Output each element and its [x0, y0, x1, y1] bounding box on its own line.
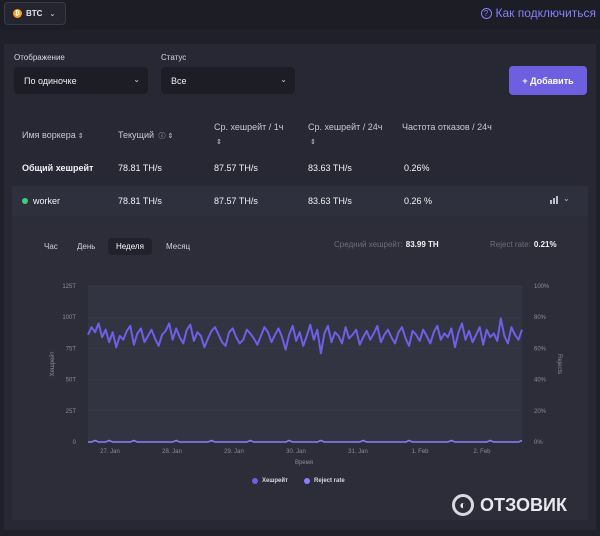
y-left-tick: 0: [73, 440, 77, 446]
legend-reject-dot: [304, 478, 310, 484]
tab-day[interactable]: День: [77, 242, 96, 251]
display-label: Отображение: [14, 53, 65, 62]
reject-rate-series-line: [88, 439, 523, 443]
x-tick: 1. Feb: [411, 449, 429, 455]
x-tick: 30. Jan: [286, 449, 306, 455]
coin-label: BTC: [26, 9, 43, 18]
btc-icon: ₿: [13, 9, 22, 18]
chevron-down-icon[interactable]: ⌄: [563, 194, 570, 203]
y-right-tick: 80%: [534, 315, 547, 321]
worker-row-reject: 0.26 %: [404, 196, 433, 206]
plot-area: [88, 286, 522, 442]
add-worker-button[interactable]: + Добавить: [509, 66, 587, 95]
worker-row-avg1h: 87.57 TH/s: [214, 196, 258, 206]
legend-reject[interactable]: Reject rate: [304, 478, 345, 484]
total-row-avg1h: 87.57 TH/s: [214, 163, 258, 173]
watermark-text: ОТЗОВИК: [480, 494, 567, 515]
y-left-tick: 100T: [62, 315, 76, 321]
y-right-tick: 60%: [534, 346, 547, 352]
header-current[interactable]: Текущий ⓘ ⇕: [118, 128, 173, 144]
x-tick: 27. Jan: [100, 449, 120, 455]
hashrate-series-line: [87, 317, 523, 355]
chevron-down-icon: ⌄: [280, 75, 287, 84]
y-left-tick: 75T: [66, 346, 77, 352]
info-icon: ⓘ: [158, 133, 166, 140]
header-reject-rate[interactable]: Частота отказов / 24ч: [402, 120, 492, 134]
chart-icon[interactable]: [550, 196, 558, 204]
y-left-tick: 25T: [66, 409, 77, 415]
worker-row-avg24h: 83.63 TH/s: [308, 196, 352, 206]
avg-hashrate-label: Средний хешрейт:: [334, 240, 403, 249]
legend-hashrate-label: Хешрейт: [262, 478, 288, 484]
reject-rate-label: Reject rate:: [490, 240, 531, 249]
header-avg-1h[interactable]: Ср. хешрейт / 1ч ⇕: [214, 120, 302, 150]
chevron-down-icon: ⌄: [133, 75, 140, 84]
y-left-axis-label: Хешрейт: [49, 351, 56, 376]
hashrate-chart: 0 0% 25T 20% 50T 40% 75T 60% 100T 80% 125T 100% 27. …: [49, 284, 562, 466]
question-icon: ?: [480, 7, 492, 19]
worker-row-name: worker: [33, 196, 61, 206]
avg-hashrate-stat: Средний хешрейт: 83.99 TH: [334, 240, 439, 249]
y-left-tick: 50T: [66, 378, 77, 384]
header-worker-name[interactable]: Имя воркера ⇕: [22, 128, 84, 144]
y-right-tick: 40%: [534, 378, 547, 384]
display-select-value: По одиночке: [24, 75, 77, 86]
legend-reject-label: Reject rate: [314, 478, 345, 484]
workers-panel: Отображение По одиночке ⌄ Статус Все ⌄ +…: [4, 44, 596, 530]
worker-row[interactable]: [12, 186, 588, 216]
sort-icon: ⇕: [77, 133, 84, 140]
y-left-tick: 125T: [62, 284, 76, 290]
tab-month[interactable]: Месяц: [166, 242, 191, 251]
top-bar: ₿ BTC ⌄ ? Как подключиться: [0, 0, 600, 30]
chevron-down-icon: ⌄: [49, 10, 56, 18]
how-to-connect-link[interactable]: ? Как подключиться: [480, 6, 596, 20]
coin-selector[interactable]: ₿ BTC ⌄: [4, 2, 66, 25]
legend-hashrate-dot: [252, 478, 258, 484]
reject-rate-stat: Reject rate: 0.21%: [490, 240, 557, 249]
y-right-tick: 100%: [534, 284, 550, 290]
status-select[interactable]: Все ⌄: [161, 67, 295, 94]
sort-icon: ⇕: [216, 139, 222, 146]
header-avg-24h[interactable]: Ср. хешрейт / 24ч ⇕: [308, 120, 400, 150]
status-label: Статус: [161, 53, 187, 62]
total-row-current: 78.81 TH/s: [118, 163, 162, 173]
total-row-name: Общий хешрейт: [22, 163, 94, 173]
legend-hashrate[interactable]: Хешрейт: [252, 478, 288, 484]
otzovik-watermark: ◐ ОТЗОВИК: [452, 494, 567, 516]
x-tick: 31. Jan: [348, 449, 368, 455]
help-link-label: Как подключиться: [495, 6, 596, 20]
x-axis-label: Время: [295, 460, 313, 466]
tab-week[interactable]: Неделя: [108, 238, 152, 255]
x-tick: 2. Feb: [473, 449, 491, 455]
sort-icon: ⇕: [310, 139, 316, 146]
display-select[interactable]: По одиночке ⌄: [14, 67, 148, 94]
y-right-axis-label: Rejects: [556, 354, 562, 374]
y-right-tick: 20%: [534, 409, 547, 415]
header-worker-label: Имя воркера: [22, 130, 76, 140]
reject-rate-value: 0.21%: [533, 240, 557, 249]
otzovik-logo-icon: ◐: [452, 494, 474, 516]
total-row-reject: 0.26%: [404, 163, 430, 173]
sort-icon: ⇕: [167, 133, 174, 140]
x-tick: 29. Jan: [224, 449, 244, 455]
worker-row-current: 78.81 TH/s: [118, 196, 162, 206]
status-select-value: Все: [171, 75, 187, 86]
tab-hour[interactable]: Час: [44, 242, 58, 251]
header-reject-label: Частота отказов / 24ч: [402, 122, 492, 132]
online-status-dot: [22, 198, 28, 204]
header-current-label: Текущий: [118, 130, 154, 140]
total-row-avg24h: 83.63 TH/s: [308, 163, 352, 173]
x-tick: 28. Jan: [162, 449, 182, 455]
header-avg1h-label: Ср. хешрейт / 1ч: [214, 122, 284, 132]
header-avg24h-label: Ср. хешрейт / 24ч: [308, 122, 383, 132]
y-right-tick: 0%: [534, 440, 543, 446]
avg-hashrate-value: 83.99 TH: [405, 240, 439, 249]
